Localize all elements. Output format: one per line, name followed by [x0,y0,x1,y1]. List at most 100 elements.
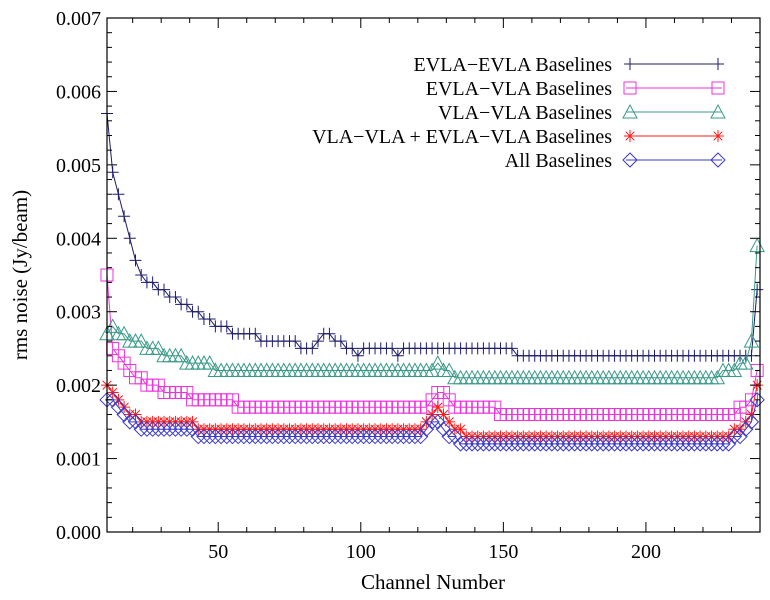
data-point-diamond [196,428,212,445]
plot-frame [106,17,761,533]
series-square [100,268,764,422]
legend-marker [710,152,726,168]
data-point-diamond [743,414,760,430]
data-point-plus [289,335,302,348]
legend-marker [622,152,638,168]
data-point-diamond [738,421,754,437]
data-point-diamond [663,436,680,452]
data-point-diamond [635,436,651,452]
axis-tick-labels: 50 100 150 200 0.000 0.001 0.002 0.003 0.004 0.00… [56,8,661,563]
data-point-plus [135,269,148,281]
data-point-diamond [401,428,417,445]
data-point-plus [323,327,336,340]
data-point-diamond [276,428,292,445]
data-point-diamond [441,428,457,445]
data-point-plus [334,335,347,348]
data-point-plus [505,342,518,355]
y-tick-label: 0.004 [56,228,101,250]
data-point-diamond [201,428,218,445]
data-point-plus [180,298,193,311]
legend-marker [710,103,726,119]
data-point-asterisk [431,401,444,414]
data-point-triangle [150,340,167,355]
data-point-diamond [618,436,634,452]
data-point-diamond [110,399,127,415]
data-point-diamond [327,428,343,445]
data-point-diamond [527,436,543,452]
legend-marker [712,130,724,142]
data-point-diamond [104,392,121,408]
data-point-diamond [219,428,235,445]
data-point-diamond [726,428,743,445]
data-point-plus [751,283,764,296]
data-point-diamond [458,436,474,452]
data-point-diamond [287,428,303,445]
data-point-plus [351,349,364,362]
data-point-diamond [236,428,252,445]
data-point-diamond [452,436,469,452]
data-point-diamond [241,428,258,445]
data-point-triangle [116,325,132,341]
data-point-diamond [572,436,589,452]
data-point-asterisk [437,408,450,421]
legend-label: All Baselines [505,150,612,172]
y-tick-label: 0.003 [56,302,101,324]
legend-item: EVLA−VLA Baselines [426,78,725,100]
y-tick-label: 0.002 [56,375,101,397]
data-point-plus [112,188,125,201]
data-point-plus [129,254,142,267]
y-tick-label: 0.007 [56,8,101,30]
data-point-triangle [726,362,743,377]
data-point-diamond [253,428,269,445]
data-point-diamond [447,428,463,445]
series-layer [99,107,765,452]
data-point-diamond [658,436,674,452]
legend-marker [624,130,636,142]
data-point-plus [106,166,119,179]
series-diamond [99,392,765,452]
data-point-diamond [247,428,263,445]
legend-label: EVLA−VLA Baselines [426,78,612,100]
data-point-diamond [464,436,480,452]
data-point-diamond [167,421,184,437]
legend-label: VLA−VLA Baselines [438,102,612,124]
data-point-diamond [601,436,617,452]
legend-item: All Baselines [505,150,726,172]
data-point-diamond [173,421,189,437]
data-point-diamond [310,428,326,445]
x-axis-title: Channel Number [361,570,505,594]
data-point-diamond [475,436,492,452]
data-point-diamond [698,436,714,452]
data-point-diamond [373,428,389,445]
data-point-plus [123,232,136,245]
data-point-diamond [504,436,520,452]
data-point-diamond [190,428,206,445]
data-point-plus [249,327,262,340]
data-point-plus [118,210,131,223]
data-point-triangle [133,333,150,348]
data-point-diamond [469,436,486,452]
data-point-diamond [612,436,628,452]
data-point-diamond [606,436,623,452]
data-point-plus [386,342,399,355]
data-point-diamond [293,428,309,445]
data-point-diamond [316,428,332,445]
data-point-plus [391,349,404,362]
data-point-triangle [173,347,189,363]
data-point-diamond [646,436,663,452]
data-point-plus [158,283,171,296]
data-point-diamond [179,421,195,437]
data-point-diamond [492,436,509,452]
data-point-diamond [515,436,532,452]
data-point-plus [220,320,233,333]
legend-marker [623,81,637,95]
data-point-diamond [162,421,178,437]
x-tick-label: 100 [346,541,376,563]
data-point-triangle [749,237,765,253]
data-point-diamond [749,392,765,408]
data-point-plus [169,291,182,304]
data-point-asterisk [454,423,467,436]
data-point-triangle [424,362,440,377]
data-point-square [750,363,764,377]
data-point-plus [306,342,319,355]
